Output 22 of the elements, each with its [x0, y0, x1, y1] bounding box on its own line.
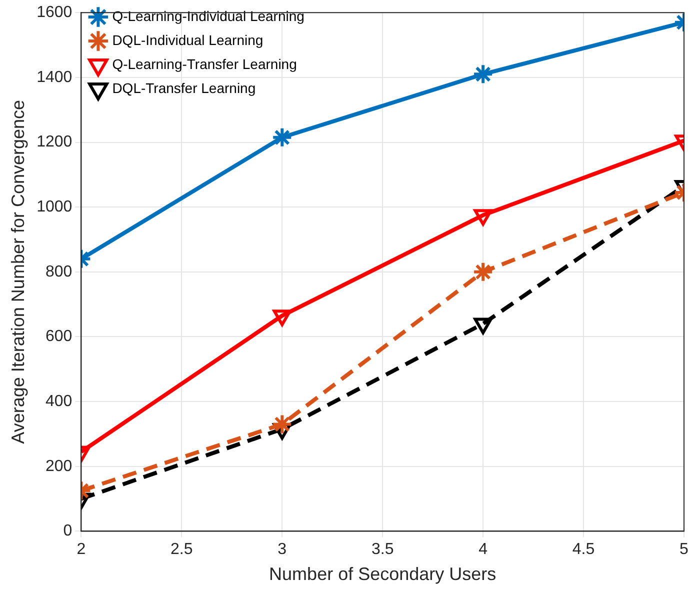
x-tick-label: 3.5	[371, 541, 394, 558]
legend-label: DQL-Individual Learning	[112, 32, 264, 48]
x-tick-label: 3	[278, 541, 287, 558]
y-tick-label: 0	[63, 522, 72, 540]
y-tick-label: 1000	[36, 198, 72, 216]
y-tick-label: 1400	[36, 68, 72, 86]
y-tick-label: 1200	[36, 134, 72, 151]
x-tick-label: 2.5	[170, 541, 193, 558]
y-axis-title: Average Iteration Number for Convergence	[8, 100, 28, 444]
x-tick-label: 5	[680, 541, 689, 558]
legend-label: DQL-Transfer Learning	[112, 80, 256, 96]
y-tick-label: 600	[45, 328, 72, 346]
y-tick-label: 1600	[36, 4, 72, 22]
y-tick-label: 400	[45, 392, 72, 410]
x-tick-label: 4.5	[572, 541, 595, 558]
legend-label: Q-Learning-Individual Learning	[112, 8, 304, 24]
x-tick-label: 2	[76, 541, 86, 558]
x-tick-label: 4	[478, 541, 488, 558]
x-axis-title: Number of Secondary Users	[269, 564, 496, 584]
y-tick-label: 800	[45, 263, 72, 280]
y-tick-label: 200	[45, 458, 72, 475]
legend-label: Q-Learning-Transfer Learning	[112, 56, 297, 72]
